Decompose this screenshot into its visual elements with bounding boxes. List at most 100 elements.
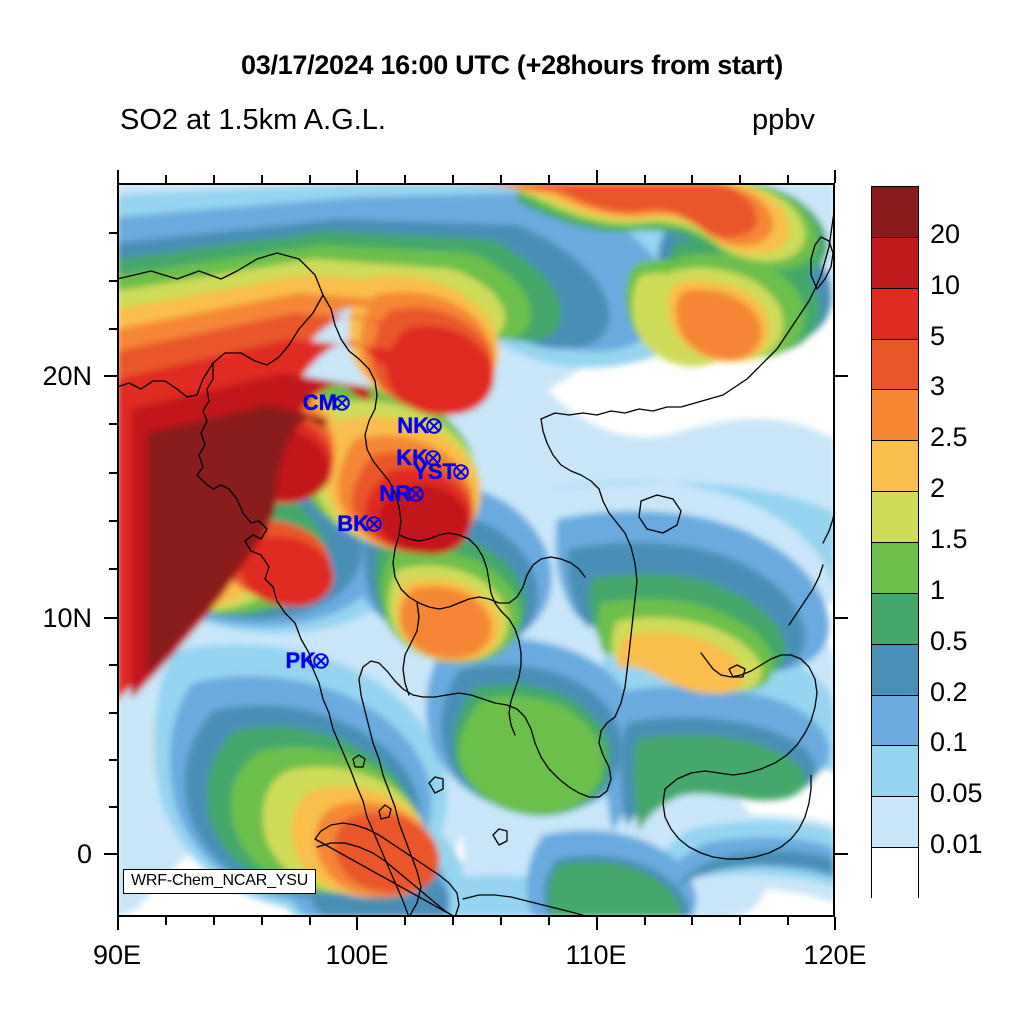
y-tick-minor <box>109 759 117 761</box>
x-tick-minor-top <box>787 175 789 183</box>
colorbar-band-0.1-0.2 <box>872 695 918 747</box>
plot-subtitle: SO2 at 1.5km A.G.L. <box>120 104 386 136</box>
x-tick-major-top <box>834 170 836 183</box>
colorbar-band-0.2-0.5 <box>872 644 918 696</box>
colorbar-tick-0.2: 0.2 <box>930 676 968 707</box>
colorbar-band-2-2.5 <box>872 441 918 493</box>
y-tick-minor <box>109 568 117 570</box>
colorbar-band-3-5 <box>872 339 918 391</box>
station-label-CM: CM <box>302 390 337 415</box>
x-tick-minor <box>739 917 741 925</box>
x-tick-minor <box>213 917 215 925</box>
x-tick-minor <box>452 917 454 925</box>
x-tick-minor <box>261 917 263 925</box>
y-tick-minor <box>109 423 117 425</box>
colorbar-tick-2.5: 2.5 <box>930 422 968 453</box>
station-label-KK: KK <box>396 445 428 470</box>
station-label-YST: YST <box>413 459 456 484</box>
y-axis-label-20N: 20N <box>42 361 92 391</box>
x-tick-minor-top <box>404 175 406 183</box>
x-tick-minor-top <box>739 175 741 183</box>
map-plot-area <box>117 183 835 917</box>
colorbar-tick-0.05: 0.05 <box>930 778 983 809</box>
colorbar-tick-5: 5 <box>930 320 946 351</box>
x-tick-minor-top <box>309 175 311 183</box>
colorbar-band-0.05-0.1 <box>872 746 918 798</box>
y-tick-minor <box>109 520 117 522</box>
colorbar-tick-0.1: 0.1 <box>930 727 968 758</box>
station-marker-NK <box>426 418 442 434</box>
x-tick-minor-top <box>452 175 454 183</box>
colorbar-band-<0.01 <box>872 848 918 899</box>
station-label-BK: BK <box>337 511 369 536</box>
x-tick-major <box>117 917 119 930</box>
x-tick-major-top <box>117 170 119 183</box>
colorbar-tick-20: 20 <box>930 218 961 249</box>
y-axis-label-10N: 10N <box>42 603 92 633</box>
x-tick-minor-top <box>691 175 693 183</box>
x-tick-minor <box>787 917 789 925</box>
station-marker-PK <box>313 653 329 669</box>
colorbar-band-10-20 <box>872 237 918 289</box>
y-tick-minor <box>109 472 117 474</box>
station-label-NK: NK <box>397 413 429 438</box>
colorbar-tick-2: 2 <box>930 473 946 504</box>
x-tick-minor <box>404 917 406 925</box>
y-tick-minor <box>109 232 117 234</box>
y-tick-minor <box>109 712 117 714</box>
colorbar-band-1.5-2 <box>872 492 918 543</box>
x-tick-minor <box>309 917 311 925</box>
colorbar-tick-0.5: 0.5 <box>930 625 968 656</box>
colorbar-tick-10: 10 <box>930 269 961 300</box>
station-label-PK: PK <box>285 648 316 673</box>
station-marker-CM <box>334 395 350 411</box>
x-tick-minor-top <box>548 175 550 183</box>
x-tick-minor <box>548 917 550 925</box>
x-tick-minor-top <box>261 175 263 183</box>
colorbar <box>871 186 919 899</box>
x-tick-minor-top <box>165 175 167 183</box>
y-tick-minor <box>109 664 117 666</box>
x-tick-minor-top <box>500 175 502 183</box>
x-tick-major <box>834 917 836 930</box>
x-tick-minor <box>165 917 167 925</box>
x-tick-minor <box>644 917 646 925</box>
model-attribution: WRF-Chem_NCAR_YSU <box>123 869 317 894</box>
y-tick-major-right <box>835 617 848 619</box>
x-axis-label-90E: 90E <box>92 940 142 970</box>
x-tick-minor <box>691 917 693 925</box>
y-tick-major <box>104 617 117 619</box>
colorbar-band-5-10 <box>872 288 918 340</box>
x-axis-label-100E: 100E <box>325 940 389 970</box>
colorbar-tick-0.01: 0.01 <box>930 829 983 860</box>
x-tick-major <box>356 917 358 930</box>
x-axis-label-120E: 120E <box>803 940 867 970</box>
colorbar-band-0.01-0.05 <box>872 797 918 849</box>
x-tick-major-top <box>596 170 598 183</box>
colorbar-band->20 <box>872 187 918 238</box>
colorbar-band-2.5-3 <box>872 390 918 442</box>
x-tick-major <box>596 917 598 930</box>
x-tick-minor-top <box>644 175 646 183</box>
colorbar-tick-1.5: 1.5 <box>930 524 968 554</box>
x-tick-major-top <box>356 170 358 183</box>
x-tick-minor-top <box>213 175 215 183</box>
station-marker-KK <box>425 450 441 466</box>
page-title: 03/17/2024 16:00 UTC (+28hours from star… <box>241 50 783 80</box>
so2-concentration-field <box>117 183 835 917</box>
colorbar-band-0.5-1 <box>872 593 918 645</box>
units-label: ppbv <box>752 104 815 136</box>
x-tick-minor <box>500 917 502 925</box>
y-tick-major <box>104 375 117 377</box>
station-marker-BK <box>366 516 382 532</box>
station-marker-YST <box>453 464 469 480</box>
station-marker-NR <box>408 486 424 502</box>
y-tick-major-right <box>835 853 848 855</box>
y-tick-major <box>104 853 117 855</box>
y-tick-minor <box>109 806 117 808</box>
colorbar-tick-3: 3 <box>930 371 946 402</box>
y-tick-minor <box>109 328 117 330</box>
colorbar-tick-1: 1 <box>930 574 946 605</box>
y-axis-label-0: 0 <box>76 839 92 869</box>
colorbar-band-1-1.5 <box>872 543 918 594</box>
